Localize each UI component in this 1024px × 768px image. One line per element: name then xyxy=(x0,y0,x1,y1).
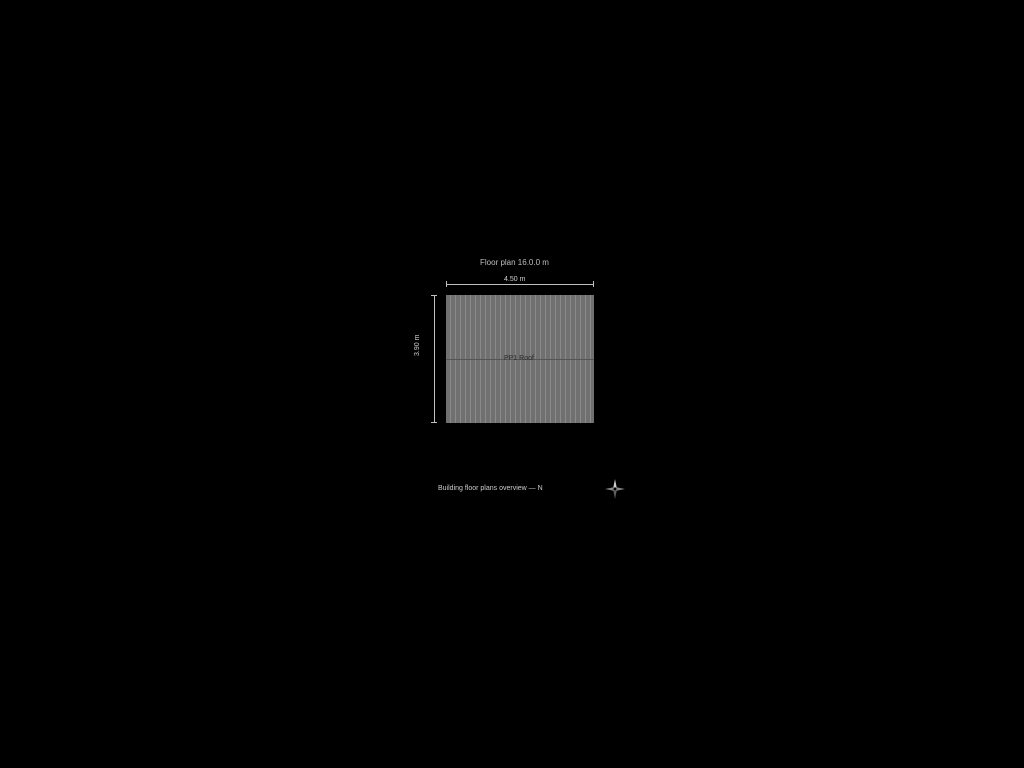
dim-top-label: 4.50 m xyxy=(504,276,525,283)
dim-left-tick-bottom xyxy=(431,422,437,423)
roof-label: PP1 Roof xyxy=(504,355,534,362)
dim-top-tick-left xyxy=(446,281,447,287)
footer-text: Building floor plans overview — N xyxy=(438,485,543,492)
dim-left-line xyxy=(434,295,435,423)
dim-left-tick-top xyxy=(431,295,437,296)
dim-top-line xyxy=(446,284,594,285)
plan-title: Floor plan 16.0.0 m xyxy=(480,258,549,267)
dim-left-label: 3.90 m xyxy=(414,335,421,356)
roof-block: PP1 Roof xyxy=(446,295,594,423)
compass-icon xyxy=(604,478,626,500)
dim-top-tick-right xyxy=(593,281,594,287)
floorplan-canvas: Floor plan 16.0.0 m 4.50 m 3.90 m PP1 Ro… xyxy=(0,0,1024,768)
